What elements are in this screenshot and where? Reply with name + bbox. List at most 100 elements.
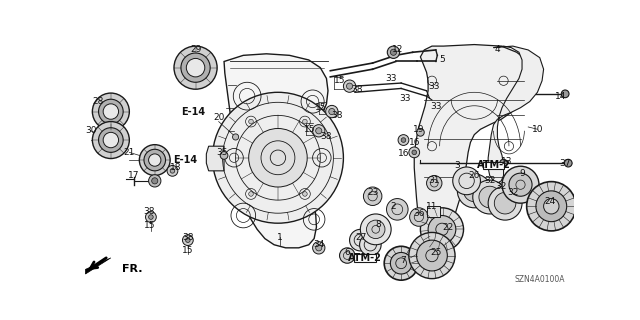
Circle shape [401, 138, 406, 142]
Text: 29: 29 [190, 45, 201, 54]
Polygon shape [488, 46, 543, 183]
Circle shape [92, 122, 129, 158]
Text: 38: 38 [182, 233, 194, 242]
Text: 7: 7 [401, 256, 406, 265]
Circle shape [364, 187, 382, 205]
Circle shape [409, 232, 455, 279]
Circle shape [329, 108, 335, 115]
Circle shape [170, 169, 175, 173]
Circle shape [390, 252, 412, 274]
Text: 33: 33 [430, 102, 442, 111]
Text: E-14: E-14 [181, 107, 205, 116]
Text: SZN4A0100A: SZN4A0100A [515, 275, 565, 284]
Circle shape [212, 92, 344, 223]
Text: 25: 25 [430, 248, 442, 257]
Circle shape [145, 212, 156, 222]
Circle shape [417, 240, 447, 271]
Text: 16: 16 [397, 149, 409, 158]
Text: 37: 37 [559, 159, 571, 168]
Circle shape [249, 119, 253, 124]
Circle shape [148, 154, 161, 166]
Text: 38: 38 [321, 132, 332, 141]
Text: 16: 16 [408, 138, 420, 147]
Circle shape [181, 53, 210, 82]
Text: 32: 32 [507, 188, 518, 197]
Circle shape [340, 248, 355, 263]
Circle shape [92, 93, 129, 130]
Circle shape [543, 198, 559, 214]
Text: 15: 15 [314, 103, 326, 112]
Text: 26: 26 [468, 171, 480, 180]
Text: 31: 31 [429, 176, 440, 185]
Circle shape [148, 215, 153, 219]
Text: 32: 32 [495, 182, 507, 191]
Text: 38: 38 [143, 207, 155, 216]
Text: 19: 19 [413, 125, 424, 134]
FancyBboxPatch shape [427, 206, 440, 217]
Text: 34: 34 [313, 240, 324, 249]
Text: 27: 27 [355, 233, 367, 242]
Circle shape [502, 166, 539, 203]
Circle shape [303, 119, 307, 124]
Text: 18: 18 [170, 163, 181, 172]
Text: 11: 11 [426, 202, 438, 211]
Text: 33: 33 [429, 82, 440, 91]
Text: 1: 1 [277, 233, 283, 242]
Text: 4: 4 [495, 45, 500, 54]
Text: 10: 10 [532, 125, 543, 134]
Text: E-14: E-14 [173, 155, 198, 165]
Circle shape [312, 242, 325, 254]
Circle shape [384, 246, 418, 280]
Text: 32: 32 [484, 176, 495, 185]
Circle shape [390, 49, 397, 55]
Text: 12: 12 [392, 45, 403, 54]
Text: 15: 15 [304, 125, 316, 134]
Circle shape [346, 83, 353, 89]
Circle shape [186, 238, 190, 243]
Text: 20: 20 [213, 113, 225, 122]
Circle shape [312, 124, 325, 137]
Circle shape [536, 191, 566, 222]
Circle shape [326, 105, 338, 118]
Text: 30: 30 [85, 126, 97, 135]
Text: 2: 2 [390, 202, 396, 211]
Circle shape [182, 235, 193, 245]
Circle shape [420, 208, 463, 251]
Circle shape [174, 46, 217, 89]
Polygon shape [206, 146, 224, 171]
Text: FR.: FR. [122, 264, 142, 275]
Text: 23: 23 [367, 188, 378, 197]
Circle shape [167, 165, 178, 176]
Circle shape [349, 229, 371, 251]
Circle shape [99, 128, 123, 152]
Circle shape [387, 46, 399, 59]
Circle shape [249, 129, 307, 187]
Circle shape [387, 198, 408, 220]
Circle shape [488, 186, 522, 220]
Circle shape [463, 180, 485, 202]
Text: 3: 3 [454, 161, 460, 170]
Text: ATM-2: ATM-2 [348, 253, 382, 263]
Circle shape [398, 135, 409, 145]
Circle shape [344, 80, 356, 92]
FancyBboxPatch shape [355, 254, 376, 262]
Circle shape [316, 245, 322, 251]
Circle shape [458, 174, 492, 208]
Circle shape [140, 145, 170, 175]
Text: 8: 8 [375, 220, 381, 229]
Text: 38: 38 [351, 85, 363, 94]
Circle shape [417, 129, 424, 136]
Circle shape [527, 182, 576, 231]
Circle shape [144, 149, 166, 171]
Text: 28: 28 [93, 97, 104, 106]
Circle shape [409, 147, 420, 158]
Polygon shape [86, 258, 111, 274]
Circle shape [473, 180, 507, 214]
Circle shape [427, 175, 442, 191]
Text: 35: 35 [217, 148, 228, 157]
Circle shape [494, 192, 516, 214]
Polygon shape [414, 44, 530, 232]
Text: 15: 15 [143, 221, 155, 230]
Circle shape [99, 99, 123, 124]
Circle shape [509, 173, 532, 196]
